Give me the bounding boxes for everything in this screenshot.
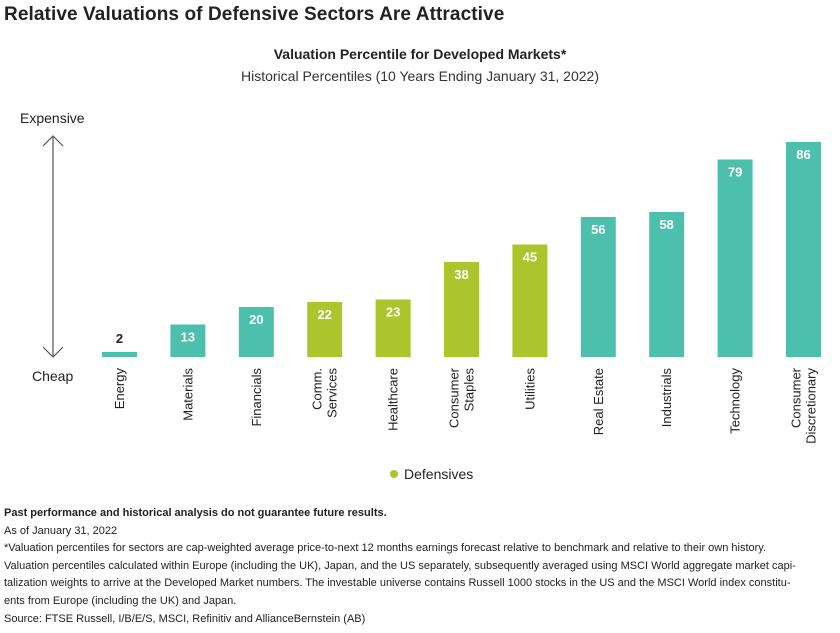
category-label: Utilities <box>522 368 537 410</box>
category-label-line: Healthcare <box>386 368 401 431</box>
category-label-line: Consumer <box>789 367 804 428</box>
category-label: Energy <box>112 368 127 410</box>
bar-value-label: 2 <box>116 331 123 346</box>
bar-value-label: 38 <box>454 267 468 282</box>
category-label-line: Comm. <box>310 368 325 410</box>
bar <box>444 262 479 357</box>
bar-value-label: 13 <box>181 330 195 345</box>
axis-label-cheap: Cheap <box>32 368 74 384</box>
category-label-line: Utilities <box>522 368 537 410</box>
category-label: Comm.Services <box>310 368 340 418</box>
bar-value-label: 45 <box>523 250 537 265</box>
category-label-line: Discretionary <box>804 368 819 444</box>
bar-value-label: 79 <box>728 165 742 180</box>
footnote-line: ents from Europe (including the UK) and … <box>4 594 237 607</box>
axis-label-expensive: Expensive <box>20 110 85 126</box>
category-label-line: Technology <box>728 368 743 434</box>
source-note: Source: FTSE Russell, I/B/E/S, MSCI, Ref… <box>4 612 366 625</box>
disclaimer: Past performance and historical analysis… <box>4 507 387 519</box>
category-label-line: Consumer <box>447 367 462 428</box>
category-label-line: Materials <box>180 368 195 421</box>
category-label: Technology <box>728 368 743 434</box>
bar <box>238 307 274 357</box>
category-label-line: Financials <box>249 368 264 427</box>
bar-value-label: 20 <box>249 312 263 327</box>
legend-label: Defensives <box>404 466 474 482</box>
category-label: Real Estate <box>591 368 606 435</box>
category-label-line: Energy <box>112 368 127 410</box>
category-label-line: Industrials <box>659 368 674 428</box>
bar <box>786 142 821 357</box>
legend: Defensives <box>390 466 473 482</box>
bar <box>580 217 616 357</box>
as-of-date: As of January 31, 2022 <box>4 524 118 537</box>
bar <box>375 299 411 357</box>
bar-value-label: 86 <box>796 147 810 162</box>
category-label: ConsumerStaples <box>447 367 477 428</box>
bar-value-label: 22 <box>317 307 331 322</box>
footnote-line: Valuation percentiles calculated within … <box>4 559 796 572</box>
bar <box>649 212 685 357</box>
bar <box>170 324 206 357</box>
category-labels-group: Energy Materials Financials Comm.Services He… <box>112 367 819 444</box>
legend-marker <box>390 470 398 478</box>
bar <box>307 302 343 357</box>
footnotes: Past performance and historical analysis… <box>4 505 834 628</box>
category-label-line: Staples <box>462 368 477 412</box>
category-label: Healthcare <box>386 368 401 431</box>
value-labels-group: 2 13 20 22 23 38 45 56 58 79 86 <box>116 147 811 346</box>
footnote-line: *Valuation percentiles for sectors are c… <box>4 542 767 555</box>
valuation-arrow-icon <box>42 135 64 358</box>
bar <box>102 352 137 357</box>
bar-value-label: 23 <box>386 305 400 320</box>
main-title: Relative Valuations of Defensive Sectors… <box>4 4 505 25</box>
category-label: Industrials <box>659 368 674 428</box>
bar <box>512 244 548 357</box>
bar <box>717 159 753 357</box>
category-label-line: Real Estate <box>591 368 606 435</box>
category-label-line: Services <box>325 368 340 418</box>
bar-value-label: 56 <box>591 222 605 237</box>
bars-group <box>102 142 821 357</box>
footnote-line: talization weights to arrive at the Deve… <box>4 577 791 590</box>
category-label: Materials <box>180 368 195 421</box>
bar-value-label: 58 <box>659 217 673 232</box>
chart-subtitle: Historical Percentiles (10 Years Ending … <box>241 68 599 84</box>
category-label: ConsumerDiscretionary <box>789 367 819 444</box>
chart-title: Valuation Percentile for Developed Marke… <box>273 46 567 62</box>
category-label: Financials <box>249 368 264 427</box>
